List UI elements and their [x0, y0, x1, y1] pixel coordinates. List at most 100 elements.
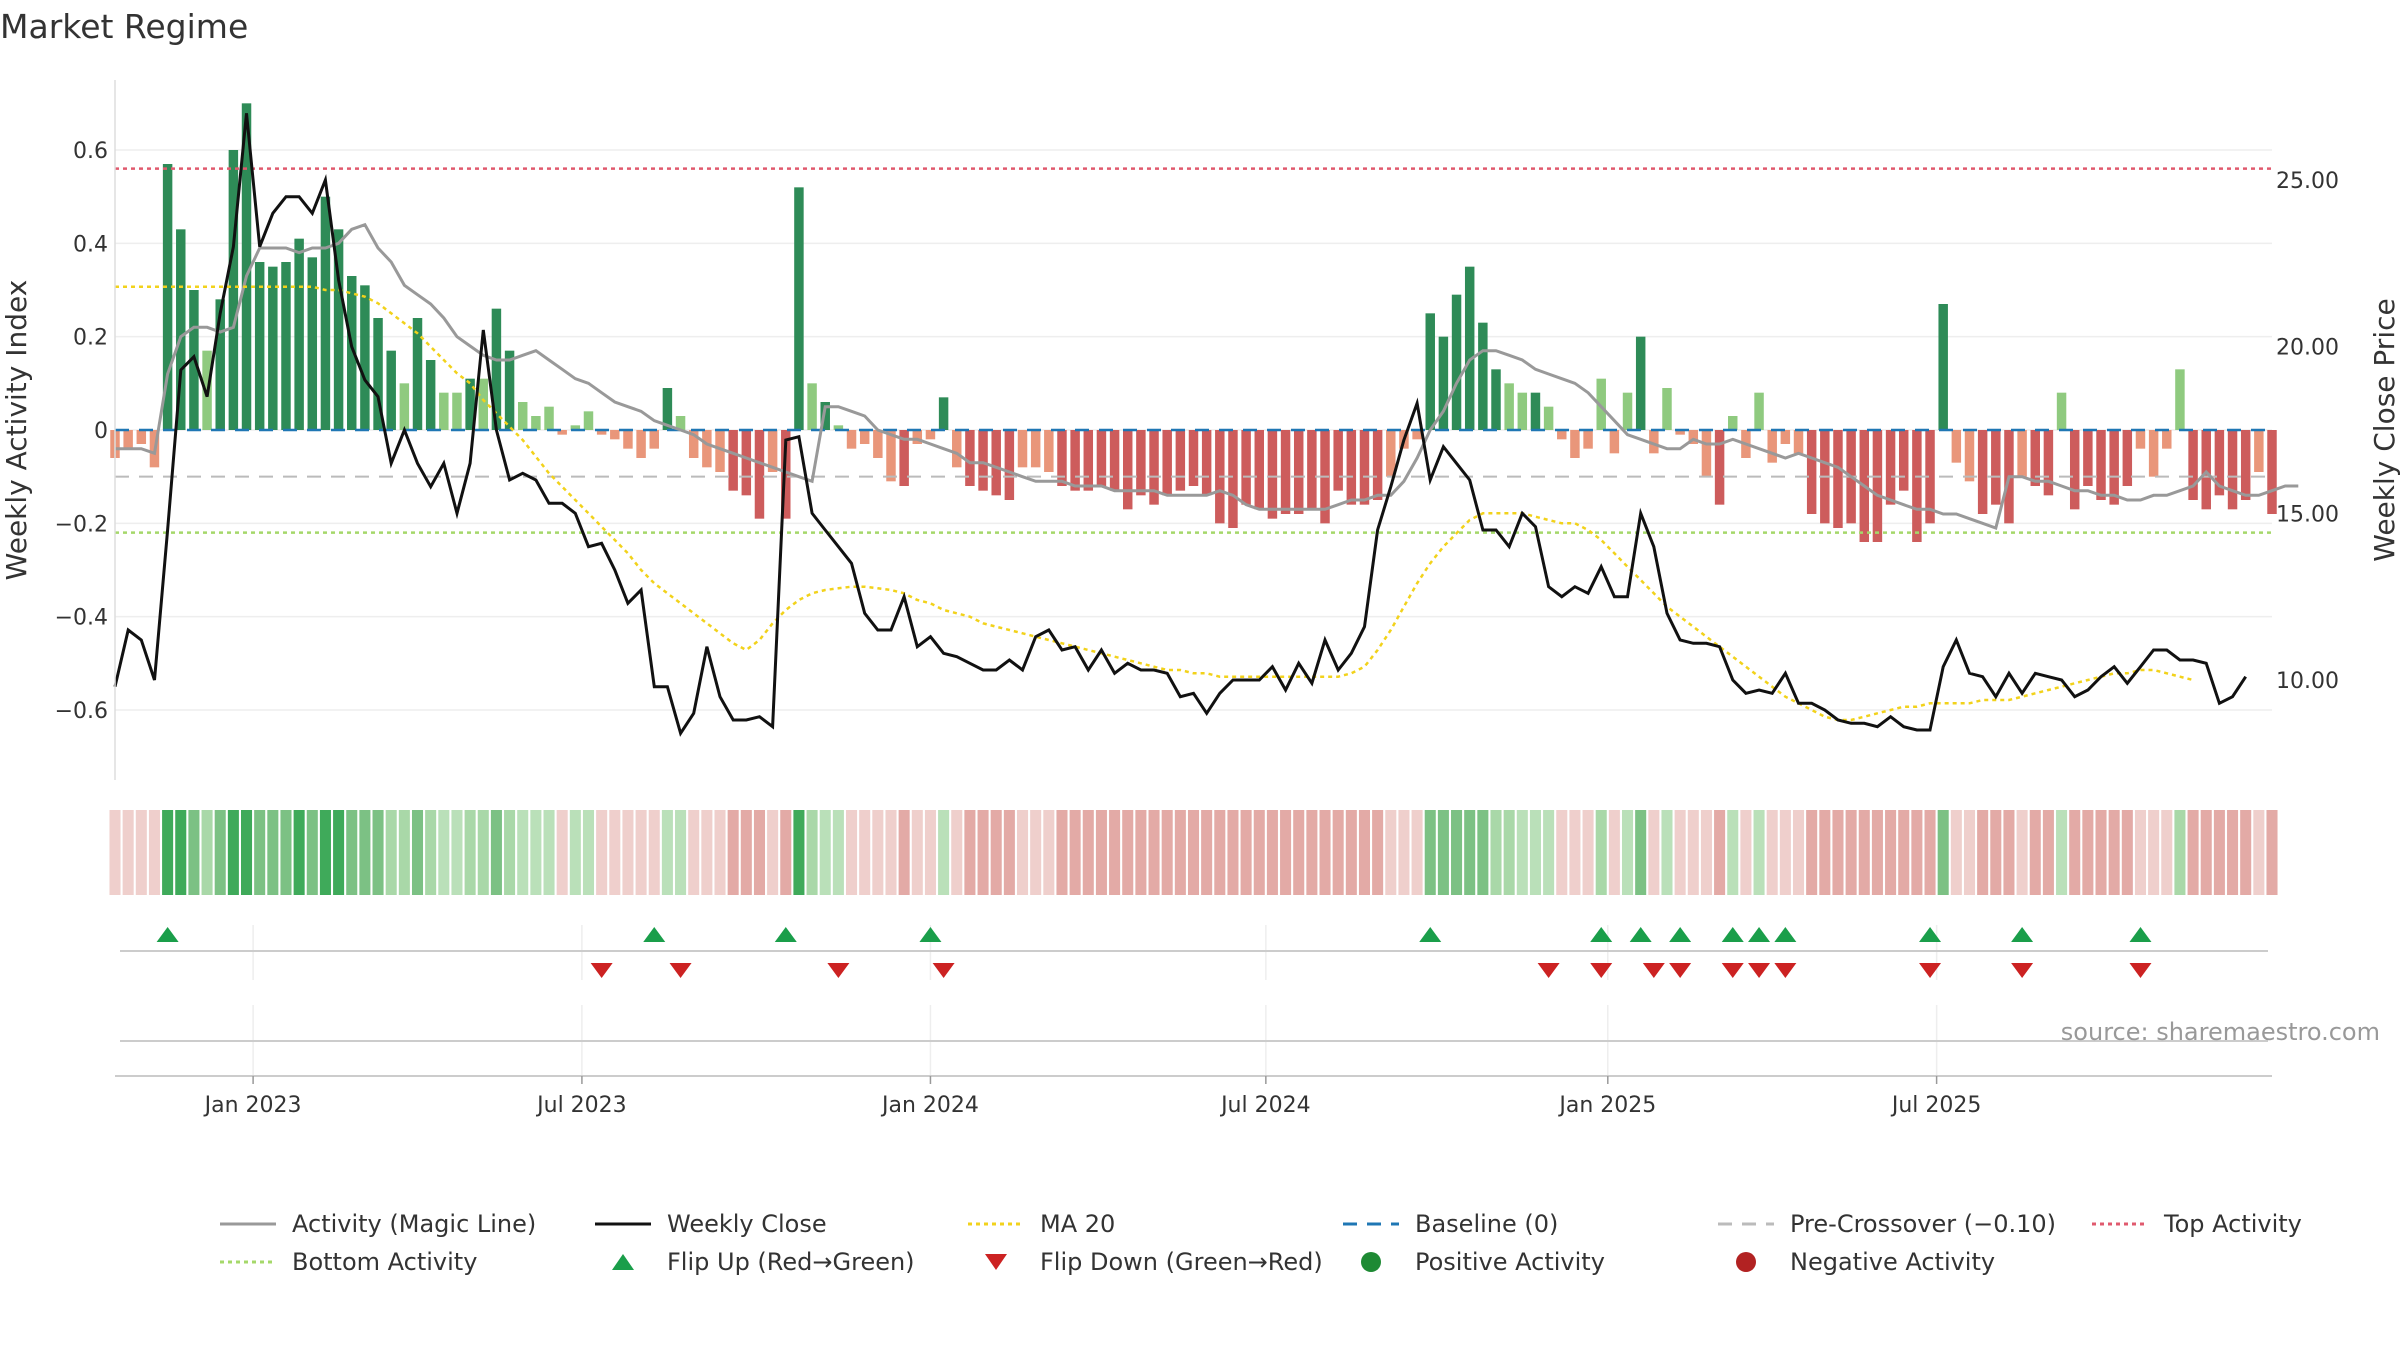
regime-cell	[1214, 810, 1226, 895]
activity-bar	[1162, 430, 1172, 496]
activity-bar	[2017, 430, 2027, 477]
activity-bar	[1833, 430, 1843, 528]
regime-cell	[780, 810, 792, 895]
flip-up-marker	[1919, 927, 1942, 942]
flip-down-marker	[827, 963, 850, 978]
regime-cell	[1595, 810, 1607, 895]
activity-bar	[1333, 430, 1343, 491]
regime-cell	[832, 810, 844, 895]
activity-bar	[2030, 430, 2040, 486]
regime-cell	[1871, 810, 1883, 895]
activity-bar	[1109, 430, 1120, 491]
activity-bar	[899, 430, 909, 486]
flip-up-marker	[774, 927, 797, 942]
regime-cell	[2240, 810, 2252, 895]
flip-up-marker	[2129, 927, 2152, 942]
activity-bar	[1004, 430, 1015, 500]
activity-bar	[1635, 336, 1646, 430]
activity-bar	[965, 430, 975, 486]
regime-cell	[1372, 810, 1384, 895]
activity-bar	[583, 411, 594, 430]
regime-cell	[556, 810, 568, 895]
flip-up-marker	[2011, 927, 2034, 942]
activity-bar	[1504, 383, 1514, 430]
regime-cell	[1358, 810, 1371, 895]
regime-cell	[661, 810, 673, 895]
flip-down-marker	[590, 963, 613, 978]
flip-up-marker	[1669, 927, 1692, 942]
regime-cell	[1727, 810, 1739, 895]
regime-cell	[2016, 810, 2028, 895]
regime-cell	[1832, 810, 1844, 895]
regime-cell	[241, 810, 253, 895]
y2-axis-label: Weekly Close Price	[2368, 298, 2400, 561]
activity-bar	[307, 257, 318, 430]
regime-cell	[1477, 810, 1489, 895]
flip-up-marker	[1419, 927, 1442, 942]
regime-cell	[2042, 810, 2054, 895]
regime-cell	[582, 810, 595, 895]
activity-bar	[241, 103, 252, 430]
activity-bar	[1649, 430, 1659, 454]
activity-bar	[807, 383, 817, 430]
regime-cell	[148, 810, 160, 895]
regime-cell	[1266, 810, 1278, 895]
activity-bar	[1609, 430, 1620, 454]
regime-cell	[438, 810, 450, 895]
activity-bar	[2175, 369, 2185, 430]
regime-cell	[2003, 810, 2015, 895]
regime-cell	[701, 810, 713, 895]
activity-bar	[715, 430, 725, 472]
regime-cell	[306, 810, 318, 895]
activity-bar	[1280, 430, 1291, 514]
regime-cell	[1030, 810, 1042, 895]
activity-bar	[2069, 430, 2080, 510]
regime-cell	[806, 810, 818, 895]
activity-bar	[1570, 430, 1580, 458]
activity-bar	[1517, 392, 1528, 430]
regime-cell	[609, 810, 621, 895]
activity-bar	[702, 430, 712, 468]
regime-cell	[1280, 810, 1292, 895]
activity-bar	[1714, 430, 1725, 505]
y-tick-label: −0.4	[55, 606, 108, 631]
activity-bar	[1083, 430, 1094, 491]
regime-cell	[346, 810, 358, 895]
regime-cell	[1661, 810, 1673, 895]
flip-up-marker	[1774, 927, 1797, 942]
legend-label: Weekly Close	[667, 1210, 827, 1238]
regime-cell	[1135, 810, 1147, 895]
regime-cell	[319, 810, 331, 895]
regime-cell	[1174, 810, 1186, 895]
activity-bar	[1136, 430, 1146, 496]
y2-tick-label: 10.00	[2276, 669, 2339, 694]
flip-down-marker	[1590, 963, 1613, 978]
regime-cell	[1043, 810, 1055, 895]
activity-bar	[281, 262, 291, 430]
regime-cell	[201, 810, 213, 895]
regime-cell	[898, 810, 910, 895]
legend-label: Negative Activity	[1790, 1248, 1995, 1276]
flip-down-marker	[2011, 963, 2034, 978]
regime-cell	[425, 810, 437, 895]
activity-bar	[1412, 430, 1422, 440]
regime-cell	[740, 810, 752, 895]
regime-cell	[1161, 810, 1173, 895]
activity-bar	[176, 229, 186, 430]
activity-bar	[531, 416, 541, 430]
activity-bar	[2188, 430, 2198, 500]
activity-bar	[570, 425, 581, 430]
regime-cell	[1016, 810, 1029, 895]
activity-bar	[215, 299, 225, 430]
regime-cell	[1635, 810, 1647, 895]
regime-cell	[1109, 810, 1121, 895]
regime-cell	[911, 810, 923, 895]
x-tick-label: Jul 2025	[1890, 1093, 1982, 1118]
regime-cell	[1648, 810, 1660, 895]
activity-bar	[1425, 313, 1435, 430]
regime-cell	[2069, 810, 2081, 895]
activity-bar	[1359, 430, 1370, 505]
regime-cell	[1858, 810, 1870, 895]
activity-bar	[859, 430, 870, 444]
